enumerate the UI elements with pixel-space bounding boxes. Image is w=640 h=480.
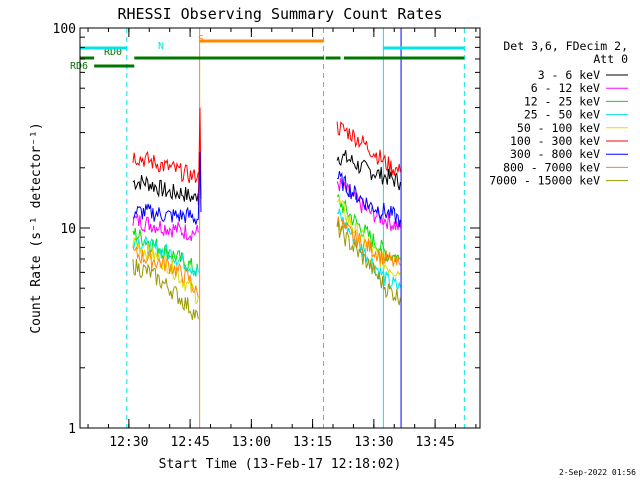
y-tick-label-2: 100 <box>53 22 76 37</box>
y-tick-label-0: 1 <box>68 422 76 437</box>
legend-label-4: 50 - 100 keV <box>517 121 600 135</box>
plot-frame <box>79 27 481 429</box>
series-line-7-seg-1 <box>336 216 401 267</box>
series-line-1-seg-1 <box>336 178 401 231</box>
x-tick-label-1: 12:45 <box>171 435 210 450</box>
y-tick-label-1: 10 <box>60 222 76 237</box>
series-line-0-seg-0 <box>132 174 199 202</box>
series-line-1-seg-0 <box>132 214 199 242</box>
x-tick-label-0: 12:30 <box>109 435 148 450</box>
state-label-rd6: RD6 <box>70 61 88 72</box>
series-line-4-seg-1 <box>336 196 401 277</box>
legend-label-5: 100 - 300 keV <box>510 134 600 148</box>
plot-area: RD0 RD6 N S <box>70 28 465 428</box>
legend-label-0: 3 - 6 keV <box>538 68 600 82</box>
spike-blue <box>197 151 202 220</box>
series-line-6-seg-0 <box>132 203 199 225</box>
legend-label-1: 6 - 12 keV <box>531 81 600 95</box>
x-tick-label-4: 13:30 <box>354 435 393 450</box>
series-line-8-seg-0 <box>132 258 199 320</box>
timestamp: 2-Sep-2022 01:56 <box>559 468 636 477</box>
x-tick-label-2: 13:00 <box>232 435 271 450</box>
legend-label-3: 25 - 50 keV <box>524 108 600 122</box>
legend-label-7: 800 - 7000 keV <box>503 160 600 174</box>
series-line-3-seg-0 <box>132 235 199 276</box>
legend-label-6: 300 - 800 keV <box>510 147 600 161</box>
y-axis: 1 10 100 <box>53 22 480 437</box>
x-tick-label-5: 13:45 <box>416 435 455 450</box>
series-line-4-seg-0 <box>132 237 199 305</box>
series-line-5-seg-1 <box>336 121 401 176</box>
legend-header-line-1: Det 3,6, FDecim 2, <box>503 39 628 53</box>
x-axis: 12:30 12:45 13:00 13:15 13:30 13:45 <box>87 28 477 450</box>
state-label-s: S <box>198 34 204 45</box>
legend-header-line-2: Att 0 <box>593 52 628 66</box>
series-line-0-seg-1 <box>336 150 401 191</box>
series-line-7-seg-0 <box>132 245 199 298</box>
y-axis-label: Count Rate (s⁻¹ detector⁻¹) <box>29 122 44 333</box>
series-line-5-seg-0 <box>132 150 199 184</box>
series-line-8-seg-1 <box>336 220 401 306</box>
state-label-rd0: RD0 <box>104 47 122 58</box>
state-label-n: N <box>158 41 164 52</box>
x-tick-label-3: 13:15 <box>293 435 332 450</box>
chart-title: RHESSI Observing Summary Count Rates <box>117 5 442 23</box>
legend-label-2: 12 - 25 keV <box>524 94 600 108</box>
series-line-6-seg-1 <box>337 171 401 228</box>
legend-label-8: 7000 - 15000 keV <box>489 174 600 188</box>
x-axis-label: Start Time (13-Feb-17 12:18:02) <box>159 457 402 472</box>
